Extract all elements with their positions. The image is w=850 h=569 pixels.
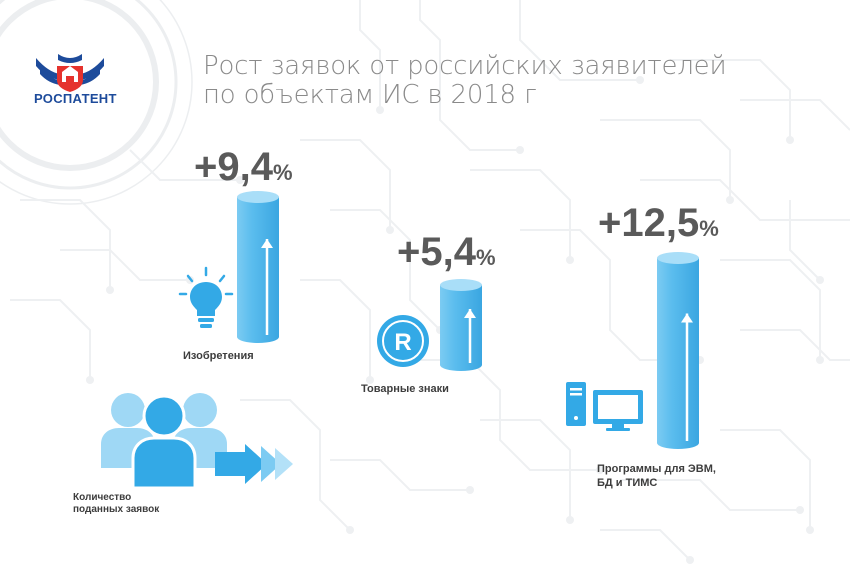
bar-body: [440, 285, 482, 371]
category-label-1: Товарные знаки: [361, 382, 449, 396]
category-label-line: Изобретения: [183, 349, 254, 363]
category-label-2: Программы для ЭВМ, БД и ТИМС: [597, 462, 716, 490]
people-label-line: поданных заявок: [73, 504, 159, 516]
people-label-line: Количество: [73, 492, 159, 504]
value-unit: %: [476, 245, 496, 270]
value-unit: %: [699, 216, 719, 241]
svg-text:R: R: [394, 329, 411, 356]
value-number: +9,4: [194, 145, 273, 189]
value-label-0: +9,4%: [194, 147, 293, 187]
people-label: Количество поданных заявок: [73, 492, 159, 516]
bar-0: [237, 191, 279, 343]
bar-cap: [440, 279, 482, 291]
value-number: +5,4: [397, 230, 476, 274]
registered-trademark-icon: R: [375, 313, 431, 369]
bar-cap: [237, 191, 279, 203]
category-label-line: Программы для ЭВМ,: [597, 462, 716, 476]
value-number: +12,5: [598, 201, 699, 245]
category-label-0: Изобретения: [183, 349, 254, 363]
category-label-line: БД и ТИМС: [597, 476, 716, 490]
bar-body: [237, 197, 279, 343]
value-label-2: +12,5%: [598, 203, 719, 243]
lightbulb-icon: [176, 266, 236, 332]
value-unit: %: [273, 160, 293, 185]
value-label-1: +5,4%: [397, 232, 496, 272]
computer-icon: [566, 382, 654, 432]
bar-1: [440, 279, 482, 371]
bar-2: [657, 252, 699, 449]
category-label-line: Товарные знаки: [361, 382, 449, 396]
people-group-icon: [95, 388, 305, 492]
bar-body: [657, 258, 699, 449]
bar-cap: [657, 252, 699, 264]
